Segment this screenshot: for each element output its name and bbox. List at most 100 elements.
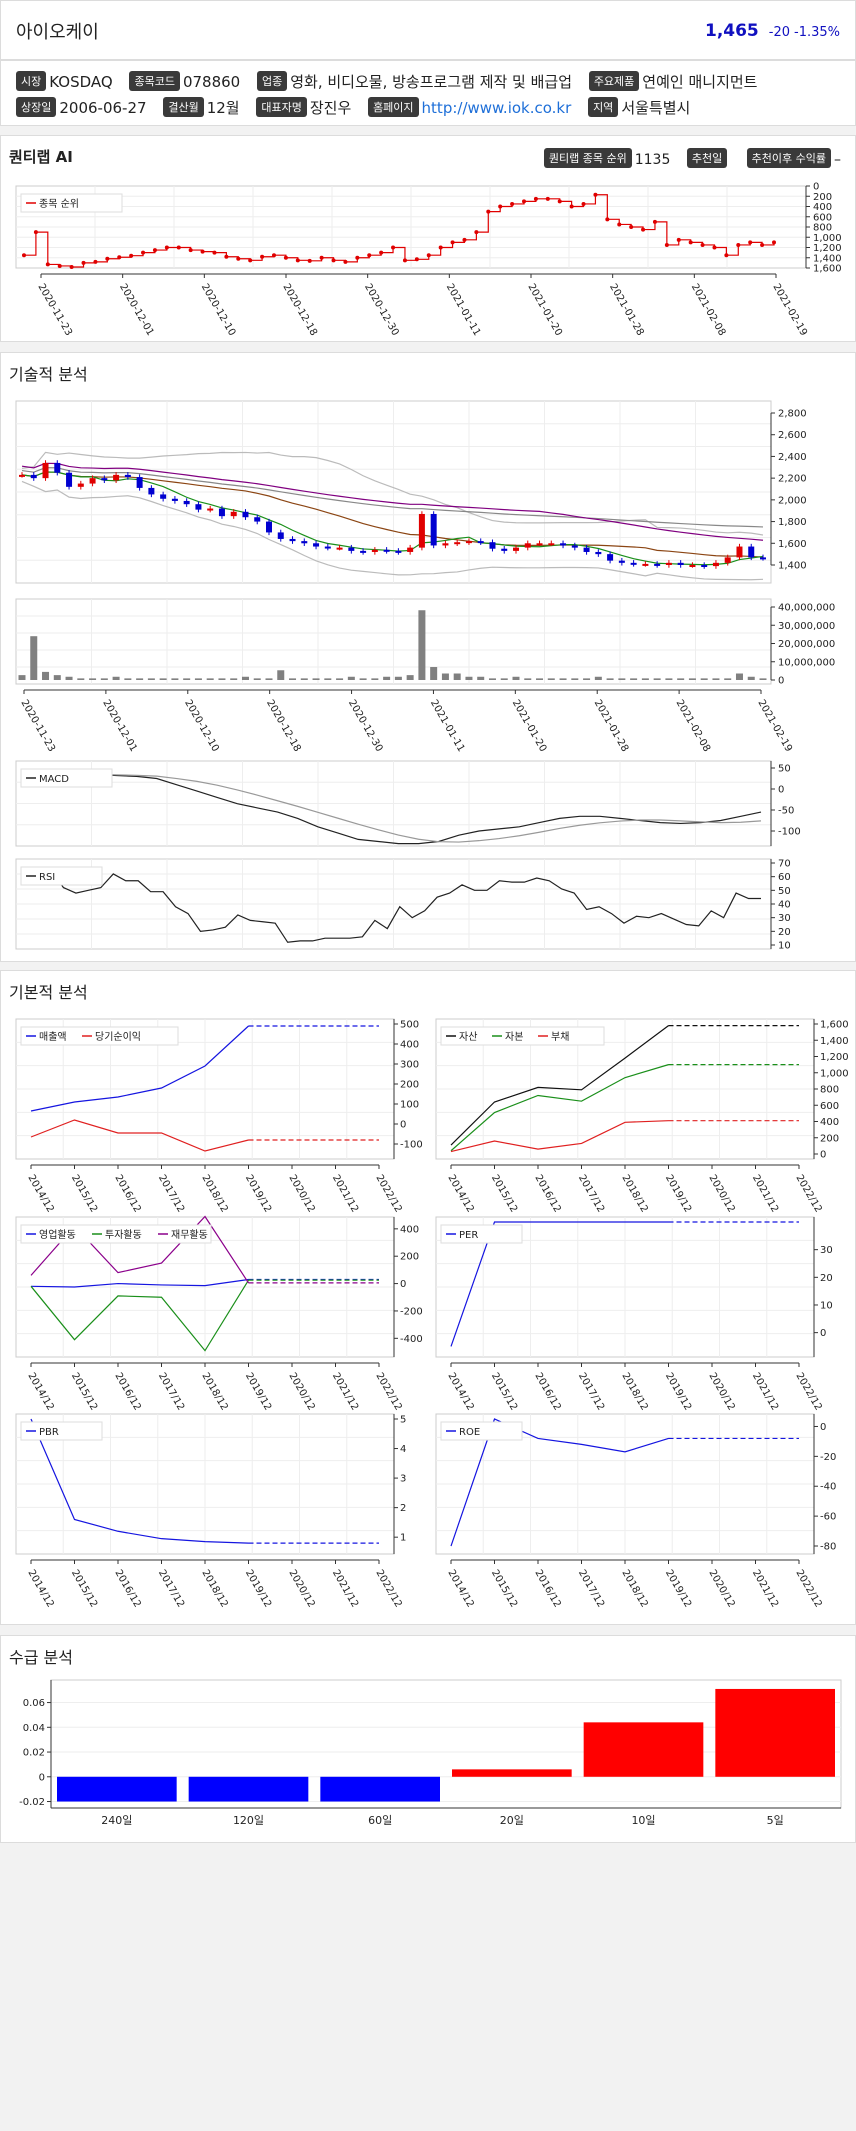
year-label: 2014/12 <box>25 1371 55 1412</box>
rank-point <box>593 192 598 197</box>
year-label: 2018/12 <box>199 1371 229 1412</box>
legend-box <box>20 193 123 213</box>
volume-bar <box>77 678 85 680</box>
series-line <box>30 1418 249 1544</box>
y-tick-label: -0.02 <box>19 1797 45 1808</box>
flow-bar <box>188 1776 309 1802</box>
volume-bar <box>18 675 26 680</box>
candle-body <box>630 562 637 565</box>
rank-point <box>331 258 336 263</box>
info-row-2: 상장일 2006-06-27 결산월 12월 대표자명 장진우 홈페이지 http://… <box>16 97 690 118</box>
candle-body <box>148 487 155 495</box>
candle-body <box>513 547 519 551</box>
y-tick-label: 1,600 <box>813 264 842 275</box>
quantylab-title: 퀀티랩 AI <box>9 148 73 166</box>
volume-bar <box>759 678 767 680</box>
legend-label: 자본 <box>505 1031 523 1043</box>
volume-bar <box>265 678 273 680</box>
region-tag: 지역 <box>588 97 619 117</box>
year-label: 2019/12 <box>243 1568 273 1609</box>
candle-body <box>536 543 543 546</box>
series-line <box>450 1064 669 1152</box>
rank-point <box>260 254 265 259</box>
rank-point <box>93 259 98 264</box>
rsi-line <box>50 869 761 943</box>
candle-body <box>642 563 649 566</box>
candle-body <box>360 550 367 553</box>
rank-point <box>307 258 312 263</box>
listed-tag: 상장일 <box>16 97 57 117</box>
y-tick-label: 1,400 <box>778 561 807 572</box>
rank-point <box>391 245 396 250</box>
category-label: 5일 <box>767 1813 784 1827</box>
volume-bar <box>406 675 414 680</box>
candle-body <box>701 565 708 567</box>
year-label: 2020/12 <box>706 1371 736 1412</box>
market-value: KOSDAQ <box>49 73 113 91</box>
year-label: 2022/12 <box>373 1371 403 1412</box>
candle-body <box>124 474 131 478</box>
date-label: 2020-12-30 <box>346 698 385 754</box>
y-tick-label: -40 <box>820 1482 836 1493</box>
candle-body <box>289 538 296 542</box>
volume-bar <box>559 678 567 680</box>
rank-point <box>581 201 586 206</box>
legend-label: 자산 <box>459 1031 477 1043</box>
y-tick-label: 30 <box>820 1245 833 1256</box>
candle-body <box>442 543 449 546</box>
volume-bar <box>112 676 120 680</box>
year-label: 2014/12 <box>25 1173 55 1214</box>
volume-bar <box>300 678 308 680</box>
y-tick-label: 10,000,000 <box>778 657 835 668</box>
y-tick-label: 60 <box>778 872 791 883</box>
candle-body <box>66 472 73 487</box>
volume-bar <box>230 678 238 680</box>
rank-point <box>33 230 38 235</box>
flow-bar <box>452 1769 572 1777</box>
legend-label: 종목 순위 <box>39 197 79 210</box>
legend-label: RSI <box>39 872 55 883</box>
candle-body <box>654 563 661 566</box>
y-tick-label: 0 <box>813 182 819 193</box>
rank-point <box>224 254 229 259</box>
candle-body <box>324 546 331 549</box>
year-label: 2019/12 <box>663 1371 693 1412</box>
macd-signal-line <box>55 770 762 843</box>
legend-box <box>20 866 103 886</box>
industry-tag: 업종 <box>257 71 288 91</box>
rec-return-value: – <box>834 152 841 168</box>
candle-body <box>677 562 684 565</box>
homepage-link[interactable]: http://www.iok.co.kr <box>421 99 572 117</box>
y-tick-label: -400 <box>400 1334 423 1345</box>
year-label: 2014/12 <box>445 1173 475 1214</box>
date-label: 2021-02-19 <box>770 282 809 338</box>
bollinger-upper <box>21 451 764 536</box>
y-tick-label: 600 <box>820 1101 839 1112</box>
candle-body <box>489 542 496 549</box>
rank-point <box>498 204 503 209</box>
candle-body <box>595 551 602 555</box>
candle-body <box>336 547 343 550</box>
volume-bar <box>89 678 97 680</box>
y-tick-label: 1,400 <box>813 253 842 264</box>
rank-point <box>510 201 515 206</box>
year-label: 2015/12 <box>489 1371 519 1412</box>
candle-body <box>371 549 378 552</box>
y-tick-label: 20,000,000 <box>778 639 835 650</box>
technical-chart: 1,400 1,600 1,800 2,000 2,200 2,400 2,600 2,800… <box>15 400 835 952</box>
volume-bar <box>536 678 544 680</box>
candle-body <box>407 547 414 552</box>
year-label: 2014/12 <box>25 1568 55 1609</box>
year-label: 2022/12 <box>373 1173 403 1214</box>
y-tick-label: 1,600 <box>778 539 807 550</box>
candle-body <box>748 546 755 558</box>
quantylab-section: 퀀티랩 AI 퀀티랩 종목 순위 1135 추천일 추천이후 수익률 – 0 200 4… <box>0 135 856 342</box>
date-label: 2020-12-30 <box>362 282 401 338</box>
rec-return-tag: 추천이후 수익률 <box>746 148 831 168</box>
candle-body <box>42 462 49 479</box>
rank-point <box>772 240 776 245</box>
y-tick-label: 50 <box>778 764 791 775</box>
volume-bar <box>277 670 285 680</box>
rank-point <box>545 196 550 201</box>
year-label: 2017/12 <box>156 1568 186 1609</box>
